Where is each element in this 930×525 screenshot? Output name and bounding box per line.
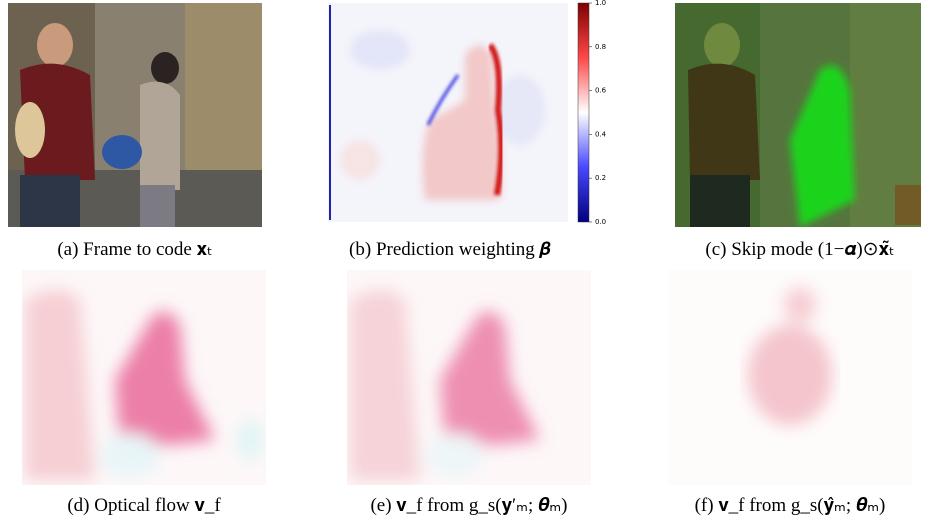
flow-decoded-image: [347, 270, 591, 485]
colorbar-gradient: [577, 2, 590, 223]
colorbar-tick-label: 1.0: [595, 0, 606, 7]
weighting-image: [328, 3, 568, 222]
colorbar-tick-label: 0.2: [595, 174, 606, 182]
caption: (e) 𝐯_f from g_s(𝐲′ₘ; 𝜽ₘ): [370, 495, 567, 516]
caption: (c) Skip mode (1−𝜶)⊙𝐱̃ₜ: [705, 239, 894, 260]
colorbar-tick-label: 0.4: [595, 130, 607, 138]
skip-mode-image: [675, 3, 921, 227]
colorbar-tick-label: 0.8: [595, 43, 606, 51]
colorbar-tick-label: 0.6: [595, 87, 607, 95]
flow-image: [22, 270, 266, 485]
colorbar-tick-label: 0.0: [595, 218, 606, 226]
caption: (f) 𝐯_f from g_s(𝐲̂ₘ; 𝜽ₘ): [695, 495, 886, 516]
colorbar: 0.0 0.2 0.4 0.6 0.8 1.0: [577, 0, 607, 226]
flow-hat-image: [668, 270, 912, 485]
frame-image: [8, 3, 262, 227]
caption: (a) Frame to code 𝐱ₜ: [57, 239, 212, 260]
caption: (d) Optical flow 𝐯_f: [67, 495, 221, 516]
captions: (a) Frame to code 𝐱ₜ (b) Prediction weigh…: [57, 239, 894, 516]
caption: (b) Prediction weighting 𝜷: [349, 239, 551, 260]
